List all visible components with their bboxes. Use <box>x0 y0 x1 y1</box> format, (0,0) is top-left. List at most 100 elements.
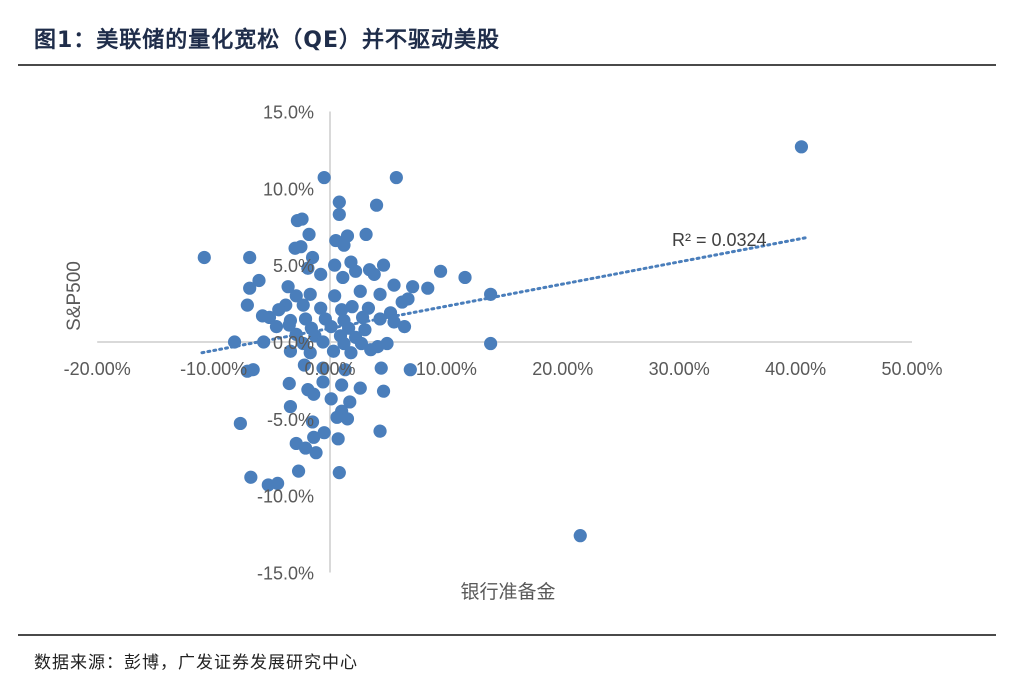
data-point <box>331 432 345 446</box>
data-point <box>298 441 313 455</box>
data-point <box>387 278 401 292</box>
y-tick-label: 15.0% <box>263 102 314 122</box>
x-tick-label: 30.00% <box>649 359 710 379</box>
data-point <box>397 320 412 334</box>
data-point <box>243 250 257 265</box>
data-point <box>271 476 285 491</box>
data-point <box>387 315 401 329</box>
data-point <box>355 310 370 325</box>
data-point <box>282 376 296 391</box>
data-point <box>332 195 346 209</box>
x-tick-label: 10.00% <box>416 359 477 379</box>
data-point <box>794 140 809 154</box>
data-point <box>262 310 277 325</box>
x-tick-label: 0.00% <box>304 359 355 379</box>
r-squared-annotation: R² = 0.0324 <box>672 230 767 250</box>
data-point <box>289 289 303 303</box>
data-point <box>458 270 472 285</box>
top-rule <box>18 64 996 66</box>
y-tick-label: -10.0% <box>257 487 314 507</box>
data-point <box>295 212 309 226</box>
data-point <box>233 416 247 431</box>
data-point <box>197 250 211 265</box>
data-point <box>282 318 296 332</box>
data-point <box>433 264 448 278</box>
data-point <box>305 250 320 265</box>
data-point <box>246 363 260 377</box>
data-point <box>369 198 384 212</box>
data-point <box>288 241 302 255</box>
data-point <box>364 343 378 357</box>
data-point <box>336 270 350 285</box>
data-point <box>380 336 394 351</box>
data-point <box>373 287 387 301</box>
data-point <box>573 529 587 543</box>
data-point <box>374 361 388 375</box>
data-point <box>353 284 367 298</box>
data-point <box>332 207 346 222</box>
data-point <box>314 267 328 281</box>
data-point <box>303 346 317 360</box>
data-point <box>367 267 381 281</box>
data-point <box>301 261 315 275</box>
data-point <box>305 415 320 429</box>
data-point <box>281 280 295 294</box>
data-point <box>317 426 331 440</box>
data-point <box>403 363 417 377</box>
data-point <box>358 323 372 337</box>
trendline-group <box>200 235 809 355</box>
data-point <box>297 358 311 372</box>
data-point <box>316 375 330 389</box>
data-point <box>484 336 498 351</box>
data-point <box>338 363 352 377</box>
y-tick-label: -5.0% <box>267 410 314 430</box>
data-point <box>307 430 321 444</box>
data-point <box>303 287 317 301</box>
data-point <box>317 170 331 185</box>
figure-title: 图1：美联储的量化宽松（QE）并不驱动美股 <box>34 28 501 53</box>
data-point <box>291 464 306 478</box>
data-point <box>296 298 310 312</box>
x-tick-label: -10.00% <box>180 359 247 379</box>
data-point <box>373 312 387 326</box>
data-point <box>316 335 330 349</box>
data-point <box>344 346 358 360</box>
data-point <box>421 281 435 295</box>
source-note: 数据来源：彭博，广发证券发展研究中心 <box>34 653 358 673</box>
data-point <box>240 298 254 312</box>
data-point <box>244 470 258 484</box>
data-point <box>335 303 349 317</box>
data-point <box>302 227 316 242</box>
data-point <box>283 344 298 358</box>
data-point <box>406 280 420 294</box>
y-tick-label: 10.0% <box>263 179 314 199</box>
y-axis-title: S&P500 <box>64 261 85 331</box>
bottom-rule <box>18 634 996 636</box>
data-point <box>343 395 357 409</box>
data-point <box>283 399 298 414</box>
data-point <box>316 361 330 375</box>
data-point <box>332 466 346 480</box>
data-point <box>354 336 369 351</box>
data-point <box>328 289 342 303</box>
data-points <box>197 140 809 543</box>
data-point <box>227 335 242 349</box>
y-tick-label: 5.0% <box>273 256 314 276</box>
data-point <box>269 320 284 334</box>
x-tick-label: 20.00% <box>532 359 593 379</box>
x-axis-title: 银行准备金 <box>460 581 555 603</box>
data-point <box>359 227 373 242</box>
data-point <box>349 264 363 278</box>
x-tick-label: 50.00% <box>881 359 942 379</box>
data-point <box>326 344 341 358</box>
data-point <box>296 336 310 351</box>
data-point <box>340 412 355 426</box>
axes <box>97 111 912 573</box>
trendline <box>200 235 809 355</box>
data-point <box>272 303 286 317</box>
axis-labels: -20.00% -10.00% 0.00% 10.00% 20.00% 30.00% 40.… <box>64 102 943 583</box>
data-point <box>337 336 351 351</box>
data-point <box>252 273 266 288</box>
data-point <box>328 258 342 272</box>
data-point <box>376 258 391 272</box>
